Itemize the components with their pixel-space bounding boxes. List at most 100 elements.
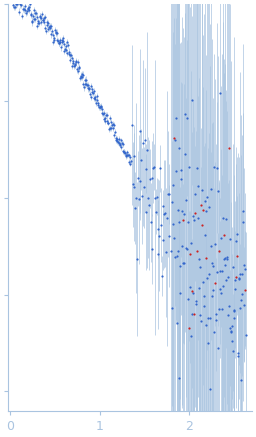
Point — [47, 24, 51, 31]
Point — [116, 138, 120, 145]
Point — [90, 88, 94, 95]
Point — [135, 256, 139, 263]
Point — [225, 253, 229, 260]
Point — [63, 42, 68, 49]
Point — [215, 164, 219, 171]
Point — [142, 184, 146, 191]
Point — [143, 137, 147, 144]
Point — [169, 248, 173, 255]
Point — [81, 81, 86, 88]
Point — [242, 286, 247, 293]
Point — [146, 194, 150, 201]
Point — [217, 267, 221, 274]
Point — [202, 293, 206, 300]
Point — [201, 279, 205, 286]
Point — [148, 175, 152, 182]
Point — [173, 136, 177, 143]
Point — [46, 25, 50, 32]
Point — [69, 52, 73, 59]
Point — [130, 121, 134, 128]
Point — [241, 218, 245, 225]
Point — [203, 231, 207, 238]
Point — [34, 10, 38, 17]
Point — [243, 266, 247, 273]
Point — [128, 154, 132, 161]
Point — [66, 42, 70, 49]
Point — [42, 14, 46, 21]
Point — [48, 24, 52, 31]
Point — [174, 114, 178, 121]
Point — [79, 72, 83, 79]
Point — [207, 271, 211, 277]
Point — [138, 128, 143, 135]
Point — [179, 175, 184, 182]
Point — [115, 138, 119, 145]
Point — [188, 239, 193, 246]
Point — [22, 0, 26, 3]
Point — [76, 68, 80, 75]
Point — [197, 284, 201, 291]
Point — [18, 1, 22, 8]
Point — [117, 139, 121, 146]
Point — [94, 99, 98, 106]
Point — [70, 62, 74, 69]
Point — [123, 149, 127, 156]
Point — [44, 24, 48, 31]
Point — [242, 261, 246, 268]
Point — [155, 193, 159, 200]
Point — [199, 201, 203, 208]
Point — [145, 146, 149, 153]
Point — [28, 1, 32, 8]
Point — [221, 214, 225, 221]
Point — [239, 376, 243, 383]
Point — [104, 111, 108, 118]
Point — [157, 232, 161, 239]
Point — [136, 175, 140, 182]
Point — [180, 207, 184, 214]
Point — [106, 119, 110, 126]
Point — [92, 87, 96, 94]
Point — [23, 2, 27, 9]
Point — [48, 22, 52, 29]
Point — [137, 196, 141, 203]
Point — [83, 76, 87, 83]
Point — [195, 164, 199, 171]
Point — [217, 305, 221, 312]
Point — [151, 165, 155, 172]
Point — [86, 81, 90, 88]
Point — [215, 268, 219, 275]
Point — [209, 242, 213, 249]
Point — [172, 135, 176, 142]
Point — [236, 349, 240, 356]
Point — [174, 167, 178, 174]
Point — [72, 62, 77, 69]
Point — [103, 118, 107, 125]
Point — [219, 289, 223, 296]
Point — [211, 287, 215, 294]
Point — [35, 13, 39, 20]
Point — [165, 215, 169, 222]
Point — [103, 114, 108, 121]
Point — [44, 28, 48, 35]
Point — [100, 110, 104, 117]
Point — [184, 244, 188, 251]
Point — [61, 35, 65, 42]
Point — [161, 237, 165, 244]
Point — [106, 119, 110, 126]
Point — [77, 64, 81, 71]
Point — [27, 7, 31, 14]
Point — [183, 111, 187, 118]
Point — [240, 271, 244, 278]
Point — [57, 40, 61, 47]
Point — [64, 46, 68, 53]
Point — [98, 104, 102, 111]
Point — [188, 250, 192, 257]
Point — [171, 182, 175, 189]
Point — [194, 301, 198, 308]
Point — [218, 286, 222, 293]
Point — [173, 253, 177, 260]
Point — [62, 41, 67, 48]
Point — [26, 5, 30, 12]
Point — [220, 306, 225, 313]
Point — [43, 14, 47, 21]
